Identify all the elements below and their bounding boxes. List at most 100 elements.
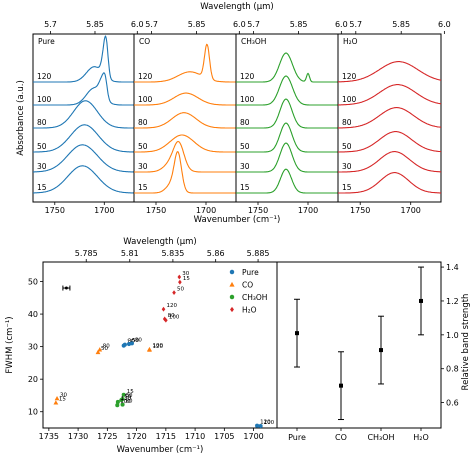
- top-tick-label: 5.85: [86, 20, 104, 29]
- panel-frame-2: [235, 33, 339, 203]
- spectrum-curve: [33, 165, 134, 194]
- x-tick-label: 1715: [156, 432, 176, 441]
- point-label: 50: [177, 287, 184, 293]
- x-tick-label: 1750: [350, 206, 370, 215]
- y-axis-label: FWHM (cm⁻¹): [5, 316, 15, 373]
- top-tick-label: 5.81: [121, 249, 139, 258]
- temperature-label: 100: [342, 95, 357, 104]
- panel-label: Pure: [38, 37, 55, 46]
- y-tick-label: 1.0: [446, 331, 459, 340]
- point-label: 50: [132, 338, 139, 344]
- legend-label: H₂O: [242, 306, 257, 315]
- temperature-label: 80: [37, 118, 47, 127]
- temperature-label: 50: [342, 142, 352, 151]
- y-tick-label: 1.4: [446, 263, 459, 272]
- temperature-label: 80: [138, 118, 148, 127]
- y-tick-label: 20: [28, 375, 38, 384]
- top-tick-label: 6.0: [438, 20, 451, 29]
- top-tick-label: 5.85: [290, 20, 308, 29]
- data-point: [53, 400, 59, 405]
- legend-marker: [229, 294, 235, 300]
- point-label: 30: [60, 392, 67, 398]
- data-point: [97, 347, 103, 352]
- temperature-label: 120: [240, 72, 255, 81]
- spectrum-curve: [134, 92, 236, 106]
- point-label: 80: [103, 344, 110, 350]
- top-tick-label: 5.7: [145, 20, 158, 29]
- x-tick-label: 1700: [196, 206, 216, 215]
- spectrum-curve: [236, 122, 338, 153]
- top-tick-label: 6.0: [335, 20, 348, 29]
- top-tick-label: 5.86: [207, 249, 225, 258]
- data-point: [121, 392, 126, 397]
- temperature-label: 15: [138, 183, 148, 192]
- point-label: 30: [182, 271, 189, 277]
- x-tick-label: CO: [335, 433, 347, 442]
- spectrum-curve: [236, 98, 338, 129]
- x-tick-label: 1700: [243, 432, 263, 441]
- temperature-label: 120: [37, 72, 52, 81]
- band-strength-frame: [276, 261, 442, 429]
- top-tick-label: 6.0: [131, 20, 144, 29]
- spectrum-curve: [338, 131, 441, 153]
- top-tick-label: 5.885: [247, 249, 270, 258]
- legend-label: Pure: [242, 268, 259, 277]
- panel-label: CH₃OH: [241, 37, 266, 46]
- x-tick-label: H₂O: [413, 433, 429, 442]
- panel-frame-3: [337, 33, 442, 203]
- x-tick-label: 1700: [94, 206, 114, 215]
- example-errorbar-point: [64, 286, 68, 290]
- spectrum-curve: [134, 112, 236, 129]
- data-point: [164, 317, 168, 323]
- data-point: [122, 342, 127, 347]
- data-point: [129, 341, 134, 346]
- data-point: [54, 395, 60, 401]
- temperature-label: 15: [240, 183, 250, 192]
- top-tick-label: 5.7: [247, 20, 260, 29]
- legend-label: CH₃OH: [242, 293, 267, 302]
- top-tick-label: 6.0: [233, 20, 246, 29]
- top-wavelength-label: Wavelength (μm): [123, 237, 196, 247]
- data-point: [119, 397, 124, 403]
- data-point: [120, 402, 125, 407]
- temperature-label: 30: [240, 162, 250, 171]
- spectrum-curve: [33, 100, 134, 129]
- data-point: [147, 347, 152, 352]
- point-label: 100: [152, 343, 163, 349]
- x-tick-label: 1700: [401, 206, 421, 215]
- data-point: [177, 274, 182, 280]
- point-label: 15: [183, 276, 190, 282]
- x-tick-label: CH₃OH: [367, 433, 394, 442]
- temperature-label: 30: [342, 162, 352, 171]
- data-point: [178, 279, 182, 285]
- temperature-label: 80: [240, 118, 250, 127]
- point-label: 100: [120, 399, 131, 405]
- point-label: 120: [260, 420, 271, 426]
- point-label: 50: [124, 394, 131, 400]
- x-tick-label: 1750: [248, 206, 268, 215]
- point-label: 80: [135, 337, 142, 343]
- point-label: 30: [126, 393, 133, 399]
- errorbar-point: [339, 383, 343, 388]
- spectrum-curve: [33, 144, 134, 173]
- x-tick-label: 1705: [214, 432, 234, 441]
- temperature-label: 50: [240, 142, 250, 151]
- top-tick-label: 5.7: [349, 20, 362, 29]
- point-label: 100: [169, 314, 180, 320]
- x-tick-label: 1750: [45, 206, 65, 215]
- top-tick-label: 5.85: [188, 20, 206, 29]
- panel-label: H₂O: [343, 37, 358, 46]
- point-label: 15: [59, 397, 66, 403]
- data-point: [255, 423, 260, 428]
- spectra-panels: Wavelength (μm) Wavenumber (cm⁻¹) Absorban…: [16, 2, 451, 225]
- spectrum-curve: [134, 140, 236, 173]
- top-tick-label: 5.835: [161, 249, 184, 258]
- y-tick-label: 0.8: [446, 365, 459, 374]
- point-label: 50: [101, 346, 108, 352]
- fwhm-scatter-plot: Wavelength (μm) Wavenumber (cm⁻¹) FWHM (cm…: [5, 237, 278, 455]
- temperature-label: 30: [37, 162, 47, 171]
- point-label: 15: [127, 389, 134, 395]
- spectrum-curve: [33, 72, 134, 106]
